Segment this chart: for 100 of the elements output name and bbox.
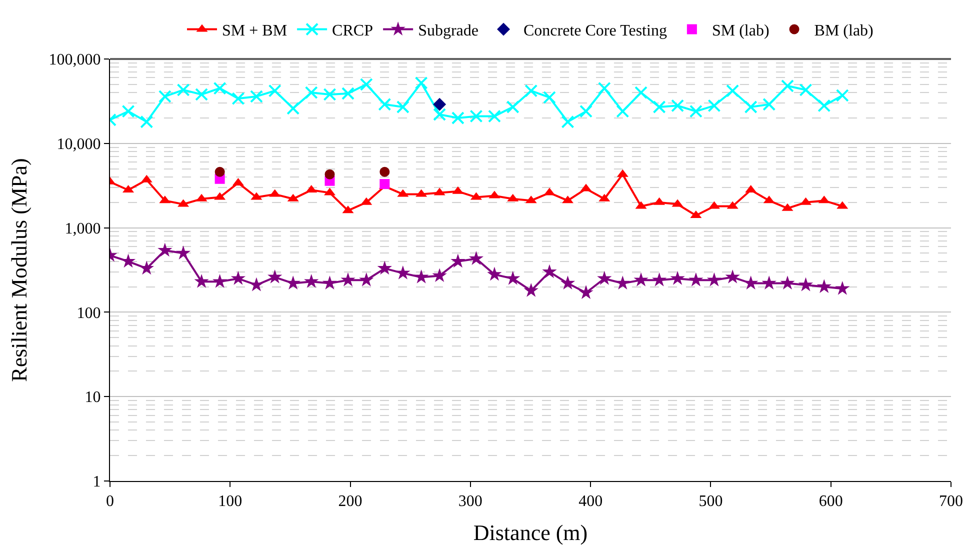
point [213,82,226,95]
point [835,280,850,295]
legend-label: BM (lab) [814,22,874,40]
y-tick-label: 100,000 [48,52,101,69]
point [578,285,594,299]
point [324,169,335,180]
point [176,246,191,260]
point [414,76,428,90]
point [323,88,336,101]
point [744,100,758,114]
point [378,98,392,111]
point [634,272,648,286]
point [195,88,208,101]
y-tick-label: 1,000 [64,220,101,238]
legend-label: SM (lab) [712,22,770,40]
point [615,276,630,290]
point [488,110,501,123]
x-axis-title: Distance (m) [473,520,588,546]
point [232,92,245,106]
point [340,272,356,286]
point [561,115,574,128]
point [542,264,557,278]
point [359,272,374,286]
point [725,269,740,284]
point [414,269,429,284]
x-tick-label: 700 [939,493,963,510]
point [616,104,630,118]
point [286,102,300,115]
x-tick-label: 400 [578,493,603,510]
point [268,84,282,98]
legend-label: Concrete Core Testing [524,22,667,40]
point [652,272,667,286]
point [377,260,392,275]
x-tick-label: 600 [818,493,843,510]
legend-label: CRCP [332,22,374,40]
point [230,270,246,285]
point [249,277,264,292]
y-tick-label: 10,000 [56,136,101,153]
point [542,90,556,104]
point [176,83,190,96]
legend-label: Subgrade [418,22,478,40]
point [268,269,282,284]
point [250,90,263,103]
point [322,276,338,290]
point [670,270,685,285]
point [451,111,464,124]
y-tick-label: 1 [92,474,101,491]
point [468,251,484,265]
x-tick-label: 0 [106,493,114,510]
point [450,254,466,268]
point [836,88,849,102]
y-tick-label: 10 [84,389,101,406]
point [671,99,684,112]
point [524,84,538,98]
y-axis-title: Resilient Modulus (MPa) [6,158,32,382]
point [342,87,354,100]
point [816,279,832,294]
point [396,265,410,280]
point [708,99,721,112]
point [580,104,593,118]
point [560,276,576,290]
point [744,276,758,290]
point [780,79,794,92]
point [433,98,446,111]
point [598,82,611,95]
point [304,86,318,100]
point [706,272,722,286]
point [652,100,666,114]
point [762,98,776,111]
point [432,268,447,282]
point [506,270,520,285]
point [818,99,831,112]
y-tick-label: 100 [76,304,101,322]
x-tick-label: 500 [698,493,723,510]
point [396,100,410,114]
point [212,274,228,288]
point [506,100,520,114]
point [158,242,172,257]
point [688,272,704,286]
point [194,274,209,288]
x-tick-label: 300 [458,493,482,510]
point [780,276,795,290]
point [140,115,154,128]
point [360,78,373,91]
point [470,110,483,123]
point [214,166,225,177]
point [524,282,538,297]
point [634,86,648,100]
point [798,277,814,292]
point [799,83,812,96]
point [726,84,740,98]
point [380,166,390,177]
point [433,108,446,121]
point [762,276,776,290]
point [158,90,172,103]
point [122,104,135,118]
x-tick-label: 200 [338,493,362,510]
point [139,260,154,275]
x-tick-label: 100 [218,493,242,510]
point [689,104,702,118]
